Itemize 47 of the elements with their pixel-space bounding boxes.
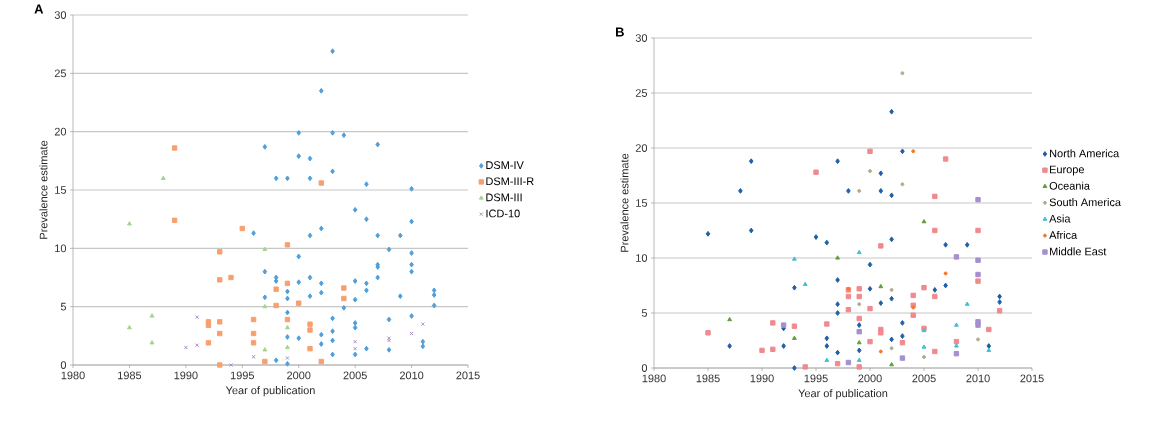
x-tick-label: 1985	[696, 374, 720, 383]
legend-label: ICD-10	[486, 209, 520, 218]
x-tick-label: 2000	[858, 374, 882, 383]
x-tick-label: 1980	[642, 374, 666, 383]
x-axis-title: Year of publication	[225, 386, 315, 397]
y-tick-label: 30	[54, 11, 67, 19]
legend-label: North America	[1050, 149, 1120, 158]
y-tick-label: 20	[54, 127, 67, 136]
legend-label: South America	[1049, 198, 1121, 207]
x-tick-label: 2005	[343, 371, 367, 380]
legend-label: Middle East	[1050, 247, 1107, 256]
x-tick-label: 2005	[912, 374, 936, 383]
x-tick-label: 1990	[750, 374, 774, 383]
x-tick-label: 2015	[1020, 374, 1044, 383]
y-tick-label: 20	[635, 144, 648, 152]
chart-title: B	[615, 27, 624, 37]
x-tick-label: 1995	[804, 374, 828, 383]
legend-label: Africa	[1049, 230, 1078, 239]
legend-label: DSM-III	[486, 193, 522, 202]
y-tick-label: 30	[635, 34, 648, 42]
x-tick-label: 1990	[174, 371, 198, 380]
y-tick-label: 0	[641, 364, 648, 372]
x-tick-label: 1995	[230, 371, 254, 380]
y-tick-label: 25	[54, 69, 67, 78]
x-axis-title: Year of publication	[798, 389, 888, 400]
x-tick-label: 2015	[456, 371, 480, 380]
y-tick-label: 5	[641, 309, 648, 317]
legend-label: Oceania	[1049, 181, 1090, 190]
y-tick-label: 10	[636, 254, 648, 262]
chart-title: A	[34, 4, 44, 14]
y-tick-label: 25	[635, 89, 648, 97]
y-tick-label: 15	[55, 186, 67, 194]
legend-label: DSM-IV	[486, 161, 524, 170]
y-tick-label: 10	[55, 244, 67, 253]
legend-label: Asia	[1049, 214, 1071, 223]
y-axis-title: Prevalence estimate	[39, 140, 48, 239]
x-tick-label: 1980	[61, 371, 85, 380]
x-tick-label: 2010	[966, 374, 990, 383]
y-tick-label: 5	[60, 302, 67, 311]
y-tick-label: 0	[60, 361, 67, 369]
x-tick-label: 2010	[399, 371, 424, 380]
legend-label: DSM-III-R	[486, 177, 534, 186]
x-tick-label: 1985	[118, 371, 142, 380]
legend-label: Europe	[1050, 165, 1084, 176]
y-axis-title: Prevalence estimate	[620, 153, 629, 252]
y-tick-label: 15	[636, 199, 648, 207]
x-tick-label: 2000	[287, 371, 311, 380]
